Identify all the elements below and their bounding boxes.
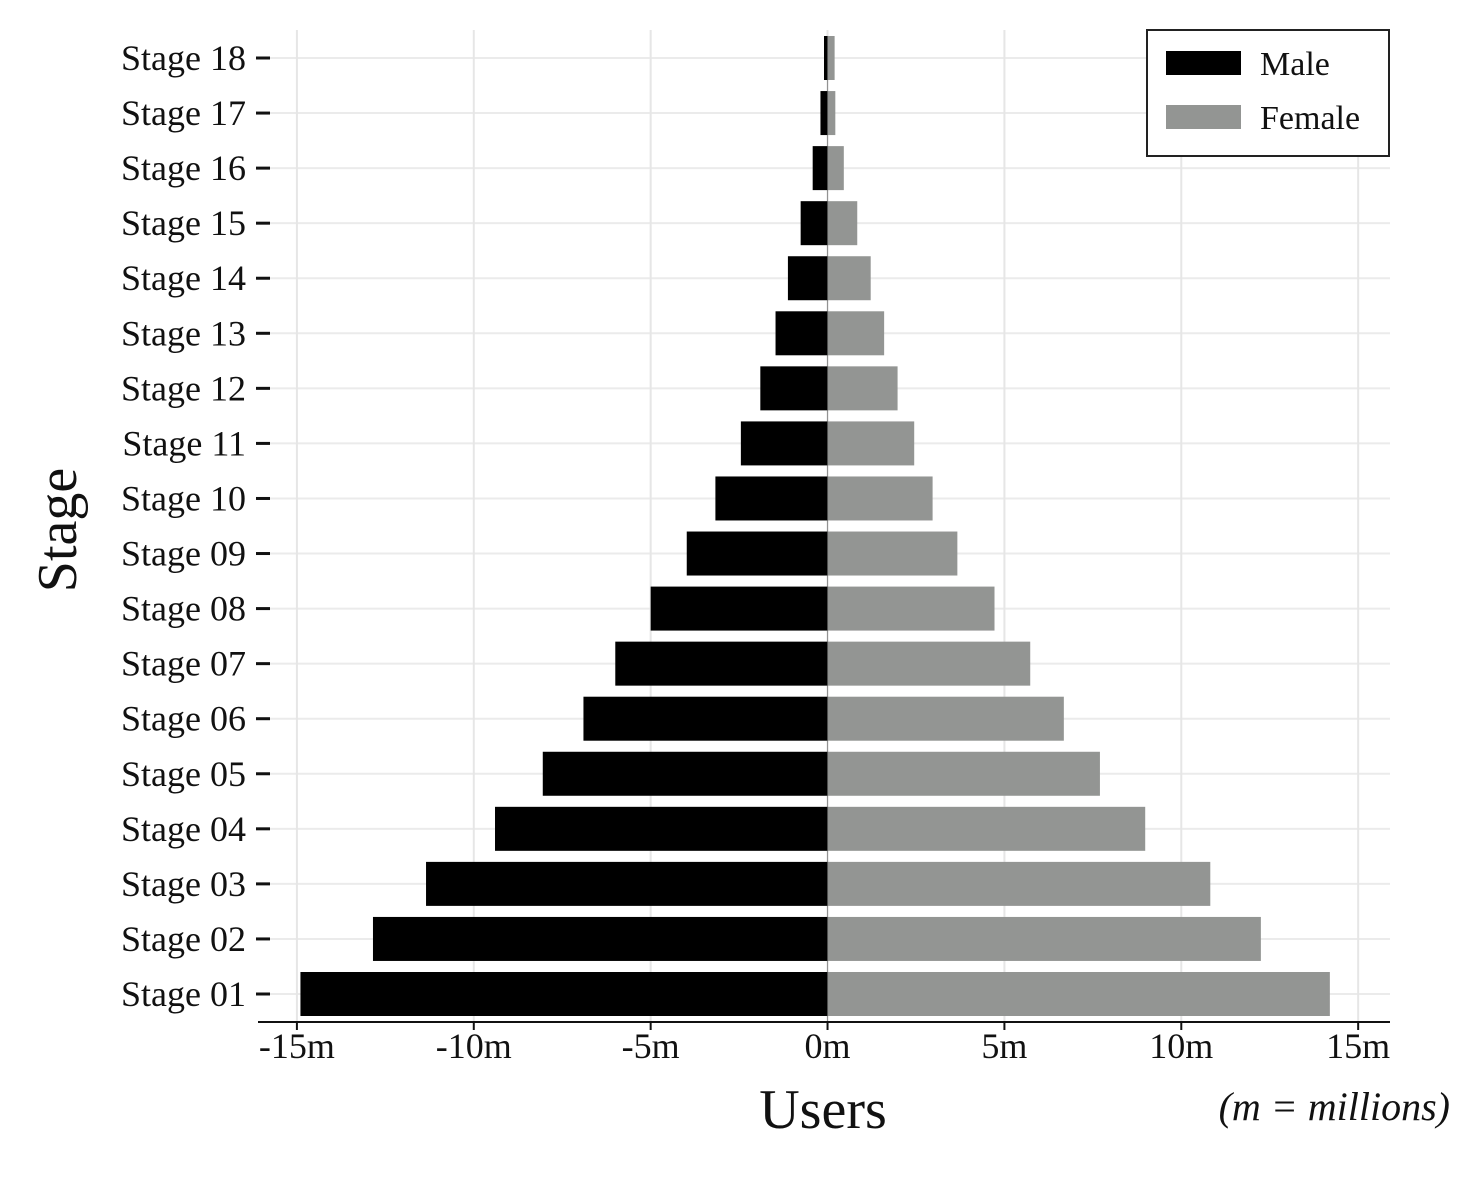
legend: Male Female <box>1146 29 1390 157</box>
x-tick-label: 5m <box>981 1026 1027 1066</box>
y-tick-label: Stage 10 <box>121 478 246 518</box>
y-tick-label: Stage 06 <box>121 699 246 739</box>
x-axis-title: Users <box>759 1079 887 1141</box>
bar-female-stage-14 <box>827 256 871 301</box>
legend-label-female: Female <box>1260 100 1360 137</box>
y-tick-label: Stage 05 <box>121 754 246 794</box>
bar-male-stage-06 <box>583 696 828 741</box>
bar-male-stage-08 <box>650 586 828 631</box>
bar-male-stage-03 <box>426 861 828 906</box>
x-tick-label: 15m <box>1326 1026 1390 1066</box>
bar-female-stage-18 <box>827 36 835 80</box>
bar-female-stage-01 <box>827 972 1330 1016</box>
x-tick-label: -10m <box>436 1026 512 1066</box>
x-tick-label: -5m <box>622 1026 680 1066</box>
y-tick-label: Stage 18 <box>121 38 246 78</box>
bar-male-stage-13 <box>775 311 828 356</box>
y-tick-label: Stage 13 <box>121 313 246 353</box>
y-tick-label: Stage 14 <box>121 258 246 298</box>
y-tick-label: Stage 07 <box>121 644 246 684</box>
bar-female-stage-05 <box>827 751 1100 796</box>
bar-male-stage-16 <box>812 146 828 191</box>
bar-female-stage-16 <box>827 146 844 191</box>
bar-female-stage-09 <box>827 531 958 576</box>
y-tick-label: Stage 09 <box>121 534 246 574</box>
bar-female-stage-06 <box>827 696 1064 741</box>
y-tick-label: Stage 15 <box>121 203 246 243</box>
x-tick-label: 10m <box>1149 1026 1213 1066</box>
bar-female-stage-15 <box>827 201 858 246</box>
legend-label-male: Male <box>1260 46 1330 83</box>
bar-male-stage-05 <box>542 751 828 796</box>
bar-female-stage-08 <box>827 586 995 631</box>
y-tick-label: Stage 02 <box>121 919 246 959</box>
x-tick-label: 0m <box>805 1026 851 1066</box>
bar-male-stage-17 <box>820 91 828 136</box>
bar-male-stage-09 <box>686 531 828 576</box>
y-axis-title: Stage <box>27 468 89 592</box>
bar-male-stage-04 <box>495 806 828 851</box>
x-tick-label: -15m <box>259 1026 335 1066</box>
legend-swatch-female <box>1166 105 1241 129</box>
bar-male-stage-07 <box>615 641 828 686</box>
labels-layer: Users Stage (m = millions) <box>27 468 1450 1141</box>
y-tick-label: Stage 12 <box>121 368 246 408</box>
bar-female-stage-13 <box>827 311 885 356</box>
bar-female-stage-02 <box>827 916 1261 961</box>
bar-male-stage-02 <box>372 916 828 961</box>
bar-female-stage-07 <box>827 641 1031 686</box>
bar-female-stage-17 <box>827 91 836 136</box>
bar-male-stage-10 <box>715 476 828 521</box>
bar-female-stage-12 <box>827 366 898 411</box>
bars-layer <box>300 36 1330 1016</box>
bar-male-stage-14 <box>787 256 828 301</box>
bar-female-stage-10 <box>827 476 933 521</box>
axes-layer: -15m -10m -5m 0m 5m 10m 15m Stage 01 Stage 02 Sta… <box>121 38 1390 1066</box>
y-tick-label: Stage 03 <box>121 864 246 904</box>
bar-female-stage-11 <box>827 421 915 466</box>
y-tick-label: Stage 11 <box>122 423 246 463</box>
bar-male-stage-12 <box>760 366 828 411</box>
y-tick-label: Stage 17 <box>121 93 246 133</box>
bar-female-stage-03 <box>827 861 1211 906</box>
y-tick-label: Stage 16 <box>121 148 246 188</box>
y-tick-label: Stage 04 <box>121 809 246 849</box>
y-tick-label: Stage 08 <box>121 589 246 629</box>
bar-male-stage-11 <box>740 421 828 466</box>
bar-male-stage-15 <box>800 201 828 246</box>
y-tick-label: Stage 01 <box>121 974 246 1014</box>
legend-swatch-male <box>1166 51 1241 75</box>
bar-female-stage-04 <box>827 806 1146 851</box>
bar-male-stage-18 <box>824 36 828 80</box>
units-note: (m = millions) <box>1219 1084 1450 1129</box>
bar-male-stage-01 <box>300 972 828 1016</box>
